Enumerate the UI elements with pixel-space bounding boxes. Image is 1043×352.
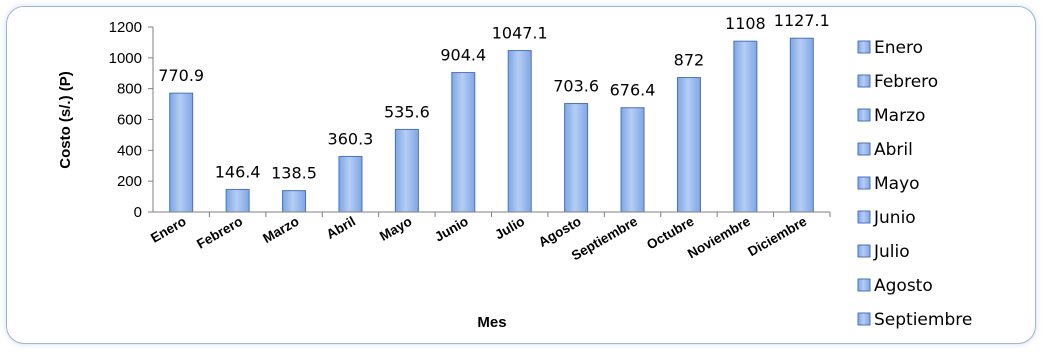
x-tick-label: Abril bbox=[324, 214, 358, 242]
data-label: 904.4 bbox=[440, 46, 486, 65]
x-tick-label: Mayo bbox=[377, 214, 414, 244]
bar-noviembre bbox=[733, 40, 758, 213]
bars bbox=[169, 37, 814, 213]
data-label: 1127.1 bbox=[774, 11, 830, 30]
bar-octubre bbox=[676, 77, 701, 213]
x-tick-label: Julio bbox=[492, 214, 527, 243]
bar-marzo bbox=[282, 190, 307, 213]
legend: Enero Febrero Marzo Abril Mayo Junio Julio Agos… bbox=[857, 38, 972, 330]
legend-label: Enero bbox=[874, 38, 923, 58]
data-label: 146.4 bbox=[215, 162, 261, 181]
y-axis: 0 200 400 600 800 1000 1200 bbox=[109, 19, 154, 221]
bar-abril bbox=[338, 155, 363, 213]
legend-swatch bbox=[857, 210, 871, 224]
data-label: 1108 bbox=[725, 14, 766, 33]
y-tick-label: 1000 bbox=[109, 50, 142, 67]
bar-agosto bbox=[564, 103, 589, 213]
data-label: 770.9 bbox=[158, 66, 204, 85]
legend-label: Abril bbox=[874, 140, 913, 160]
data-label: 872 bbox=[674, 51, 705, 70]
y-tick-label: 0 bbox=[134, 204, 142, 221]
data-label: 138.5 bbox=[271, 164, 317, 183]
legend-label: Febrero bbox=[874, 72, 938, 92]
data-label: 360.3 bbox=[328, 129, 374, 148]
data-label: 703.6 bbox=[553, 77, 599, 96]
data-label: 1047.1 bbox=[492, 24, 548, 43]
legend-label: Mayo bbox=[874, 174, 920, 194]
legend-label: Marzo bbox=[874, 106, 925, 126]
bar-mayo bbox=[394, 128, 419, 213]
x-tick-label: Agosto bbox=[536, 214, 584, 250]
x-tick-label: Marzo bbox=[260, 214, 301, 246]
bar-diciembre bbox=[789, 37, 814, 213]
y-tick-label: 200 bbox=[117, 173, 142, 190]
bar-septiembre bbox=[620, 107, 645, 213]
y-tick-label: 400 bbox=[117, 142, 142, 159]
data-label: 535.6 bbox=[384, 102, 430, 121]
legend-label: Junio bbox=[873, 208, 916, 228]
legend-swatch bbox=[857, 142, 871, 156]
legend-swatch bbox=[857, 74, 871, 88]
x-tick-label: Febrero bbox=[194, 214, 245, 252]
legend-swatch bbox=[857, 108, 871, 122]
x-tick-label: Noviembre bbox=[685, 213, 753, 261]
data-label: 676.4 bbox=[610, 81, 656, 100]
data-labels: 770.9 146.4 138.5 360.3 535.6 904.4 1047.1 703.… bbox=[158, 11, 829, 182]
y-axis-title: Costo (s/.) (P) bbox=[57, 71, 74, 169]
legend-swatch bbox=[857, 244, 871, 258]
y-tick-label: 800 bbox=[117, 81, 142, 98]
legend-swatch bbox=[857, 278, 871, 292]
legend-swatch bbox=[857, 312, 871, 326]
legend-swatch bbox=[857, 176, 871, 190]
x-tick-label: Enero bbox=[148, 214, 189, 246]
legend-label: Julio bbox=[873, 242, 910, 262]
y-tick-label: 1200 bbox=[109, 19, 142, 36]
y-tick-label: 600 bbox=[117, 112, 142, 129]
bar-febrero bbox=[225, 188, 250, 213]
legend-label: Agosto bbox=[874, 276, 933, 296]
bar-julio bbox=[507, 50, 532, 213]
x-tick-label: Diciembre bbox=[745, 213, 809, 259]
legend-swatch bbox=[857, 40, 871, 54]
x-axis-title: Mes bbox=[477, 314, 506, 331]
x-axis: Enero Febrero Marzo Abril Mayo Junio Julio Agos… bbox=[148, 211, 831, 263]
legend-label: Septiembre bbox=[874, 310, 972, 330]
x-tick-label: Junio bbox=[432, 214, 471, 245]
bar-enero bbox=[169, 92, 194, 213]
bar-junio bbox=[451, 72, 476, 213]
